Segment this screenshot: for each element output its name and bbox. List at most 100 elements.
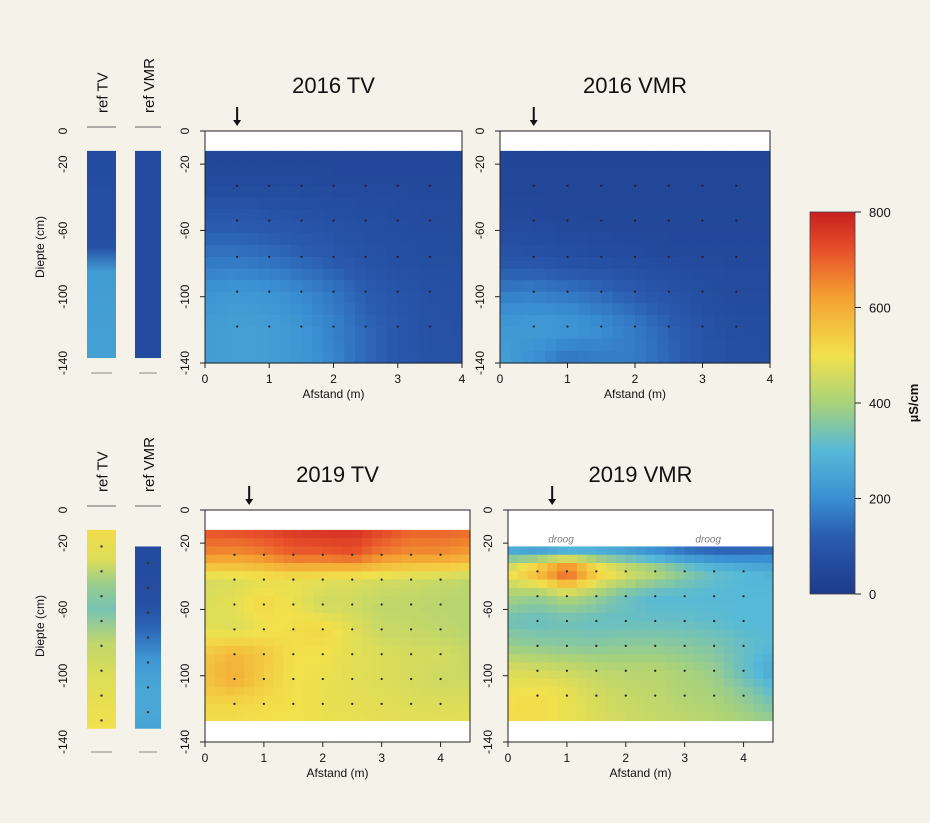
heat-cell <box>533 232 546 246</box>
heat-cell <box>333 244 345 258</box>
heat-cell <box>451 208 463 222</box>
heat-cell <box>234 645 245 655</box>
heat-cell <box>763 637 774 647</box>
y-tick-label: -100 <box>178 663 192 687</box>
heat-cell <box>263 596 275 606</box>
heat-cell <box>713 162 726 175</box>
heat-cell <box>301 326 313 340</box>
heat-cell <box>301 268 313 281</box>
heat-cell <box>352 596 363 606</box>
heat-cell <box>736 326 749 340</box>
heat-cell <box>566 637 578 647</box>
heat-cell <box>557 695 568 705</box>
y-tick-label: -60 <box>178 221 192 239</box>
sample-dot <box>713 694 716 697</box>
heat-cell <box>537 554 548 564</box>
heat-cell <box>655 687 666 697</box>
heat-cell <box>293 538 304 548</box>
heat-cell <box>293 563 304 572</box>
heat-cell <box>234 629 245 639</box>
heat-cell <box>747 150 760 164</box>
heat-cell <box>537 637 548 647</box>
heat-cell <box>303 546 314 556</box>
heat-cell <box>205 621 216 630</box>
heat-cell <box>511 232 524 246</box>
heat-cell <box>545 350 557 364</box>
heat-cell <box>322 338 335 352</box>
heat-cell <box>702 280 715 293</box>
heat-cell <box>733 596 745 606</box>
heat-cell <box>215 256 228 270</box>
heat-cell <box>408 256 420 270</box>
heat-cell <box>556 326 569 340</box>
heat-cell <box>557 571 568 581</box>
heat-cell <box>301 150 313 164</box>
heat-cell <box>723 679 735 688</box>
sample-dot <box>332 290 335 293</box>
heat-cell <box>511 174 524 187</box>
heat-cell <box>522 338 535 352</box>
heat-cell <box>354 220 367 234</box>
heat-cell <box>344 197 356 210</box>
heat-cell <box>401 654 412 664</box>
heat-cell <box>352 587 363 597</box>
sample-dot <box>713 570 716 573</box>
heat-cell <box>397 232 410 246</box>
x-tick-label: 0 <box>497 372 504 386</box>
heat-cell <box>606 645 617 655</box>
heat-cell <box>429 174 442 187</box>
heat-cell <box>758 314 771 328</box>
heat-cell <box>733 546 745 556</box>
heat-cell <box>557 703 568 713</box>
heat-cell <box>684 612 696 622</box>
heat-cell <box>545 197 557 210</box>
sample-dot <box>742 570 745 573</box>
heat-cell <box>244 695 255 705</box>
heat-cell <box>244 546 255 556</box>
heat-cell <box>420 587 432 597</box>
heat-cell <box>674 546 686 556</box>
heat-cell <box>419 291 431 304</box>
heat-cell <box>522 256 535 270</box>
heat-cell <box>365 232 377 246</box>
heat-cell <box>723 687 735 697</box>
heat-cell <box>303 670 314 680</box>
heat-cell <box>205 232 217 246</box>
heat-cell <box>263 679 275 688</box>
heat-cell <box>723 637 735 647</box>
heat-cell <box>205 670 216 680</box>
heat-cell <box>362 596 373 606</box>
heat-cell <box>254 612 265 622</box>
heat-cell <box>420 714 432 722</box>
heat-cell <box>332 662 344 672</box>
heat-cell <box>500 208 512 222</box>
heat-cell <box>258 244 270 258</box>
heat-cell <box>411 679 422 688</box>
heat-cell <box>725 256 737 270</box>
heat-cell <box>691 350 704 364</box>
heat-cell <box>747 244 760 258</box>
heat-cell <box>420 621 432 630</box>
heat-cell <box>283 612 294 622</box>
heat-cell <box>704 621 715 630</box>
heat-cell <box>290 244 302 258</box>
heat-cell <box>234 596 245 606</box>
heat-cell <box>758 232 771 246</box>
sample-dot <box>380 653 383 656</box>
heat-cell <box>215 303 228 316</box>
heat-cell <box>322 645 334 655</box>
colorbar-tick-label: 600 <box>869 301 891 316</box>
heat-cell <box>226 314 238 328</box>
heat-cell <box>527 621 539 630</box>
heat-cell <box>713 185 726 198</box>
heat-cell <box>283 709 294 716</box>
heat-cell <box>657 303 670 316</box>
heat-cell <box>293 621 304 630</box>
heat-cell <box>725 220 737 234</box>
heat-cell <box>362 629 373 639</box>
heat-cell <box>397 174 410 187</box>
heat-cell <box>694 621 705 630</box>
heat-cell <box>301 220 313 234</box>
heat-cell <box>460 645 471 655</box>
ref-sample-dot <box>100 570 103 573</box>
